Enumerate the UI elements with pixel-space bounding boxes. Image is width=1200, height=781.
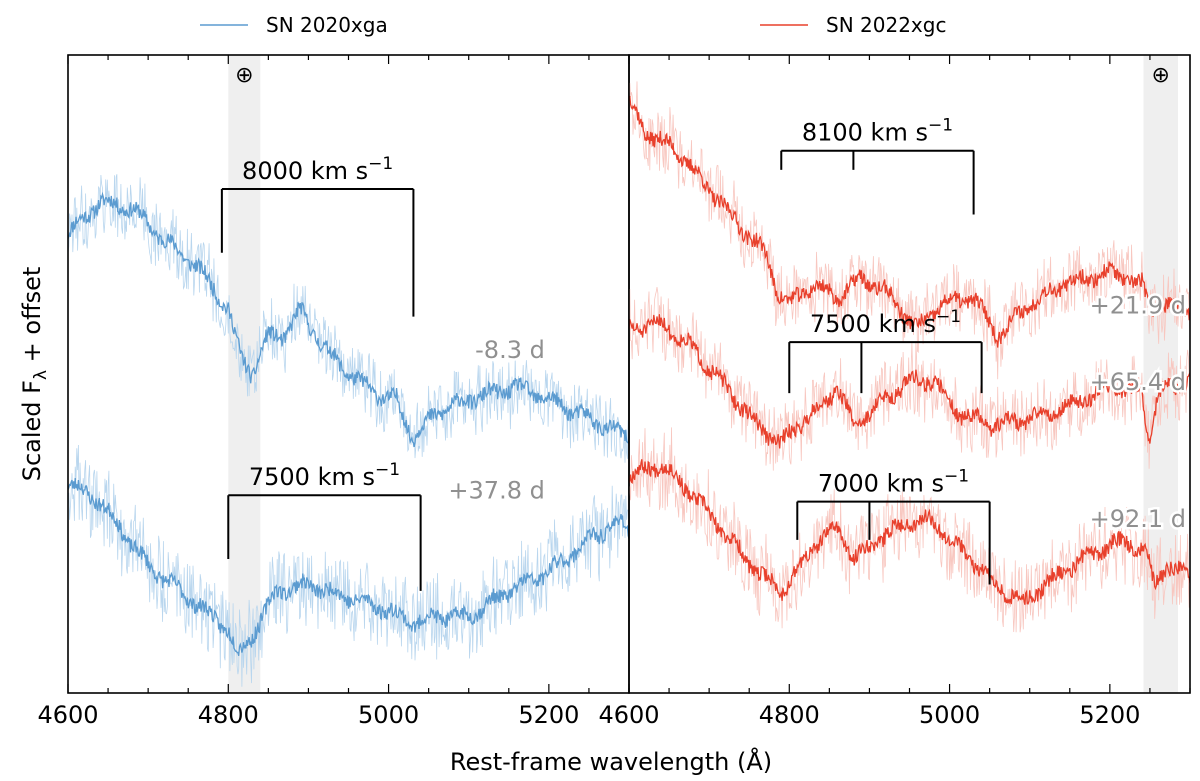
x-axis-label: Rest-frame wavelength (Å) <box>450 747 772 776</box>
earth-icon: ⊕ <box>1152 63 1170 88</box>
velocity-label: 8000 km s−1 <box>242 154 393 185</box>
velocity-marker: 8000 km s−1 <box>220 154 415 317</box>
velocity-label: 7500 km s−1 <box>810 307 961 338</box>
plot-area <box>68 55 629 693</box>
y-axis-label: Scaled Fλ + offset <box>18 267 51 482</box>
panel-sn2022xgc: ⊕ 8100 km s−1 7500 km s−1 7000 km s−1 +21.9 … <box>598 54 1191 729</box>
epoch-label: +37.8 d <box>448 476 544 504</box>
x-tick-label: 5200 <box>1079 701 1140 729</box>
x-tick-label: 5200 <box>518 701 579 729</box>
velocity-marker: 8100 km s−1 <box>780 116 975 215</box>
legend: SN 2020xga SN 2022xgc <box>200 13 946 37</box>
x-tick-label: 5000 <box>919 701 980 729</box>
epoch-label: +65.4 d <box>1090 368 1186 396</box>
epoch-label: +92.1 d <box>1090 505 1186 533</box>
velocity-label: 7000 km s−1 <box>818 467 969 498</box>
x-tick-label: 4600 <box>598 701 659 729</box>
epoch-label: +21.9 d <box>1090 291 1186 319</box>
raw-spectrum <box>68 174 629 463</box>
panel-frame <box>628 54 1191 694</box>
raw-spectrum <box>629 427 1190 633</box>
x-tick-label: 5000 <box>358 701 419 729</box>
legend-label-sn2020xga: SN 2020xga <box>266 13 388 37</box>
x-tick-label: 4800 <box>198 701 259 729</box>
velocity-label: 7500 km s−1 <box>249 460 400 491</box>
velocity-label: 8100 km s−1 <box>802 116 953 147</box>
x-ticks: 4600 4800 5000 5200 <box>37 55 630 729</box>
x-ticks: 4600 4800 5000 5200 <box>598 55 1191 729</box>
velocity-marker: 7000 km s−1 <box>796 467 991 585</box>
x-tick-label: 4800 <box>759 701 820 729</box>
velocity-marker: 7500 km s−1 <box>227 460 422 591</box>
smoothed-spectrum <box>629 95 1190 348</box>
smoothed-spectrum <box>68 477 629 656</box>
legend-label-sn2022xgc: SN 2022xgc <box>826 13 946 37</box>
telluric-band <box>228 55 261 693</box>
epoch-label: -8.3 d <box>475 336 545 364</box>
earth-icon: ⊕ <box>235 63 253 88</box>
velocity-marker: 7500 km s−1 <box>788 307 983 394</box>
x-tick-label: 4600 <box>37 701 98 729</box>
smoothed-spectrum <box>629 314 1190 449</box>
smoothed-spectrum <box>629 459 1190 605</box>
plot-area <box>629 55 1190 693</box>
smoothed-spectrum <box>68 191 629 448</box>
